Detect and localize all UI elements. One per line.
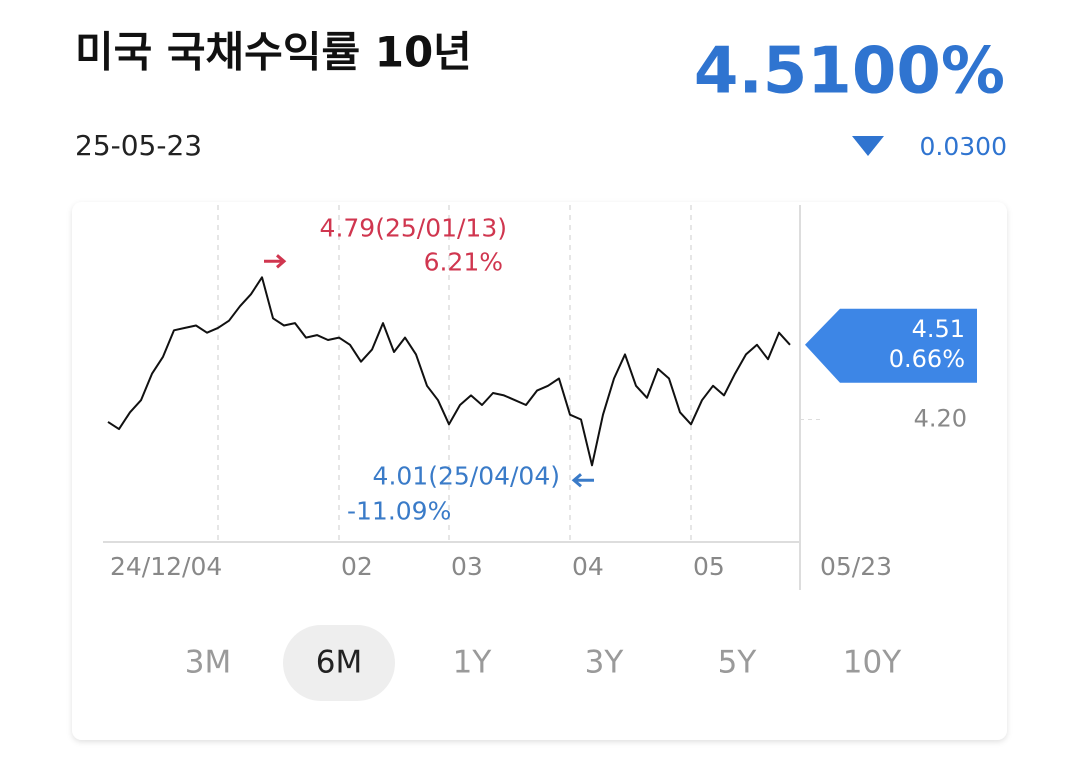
down-triangle: [852, 136, 884, 156]
low-change: -11.09%: [347, 496, 451, 525]
range-tab[interactable]: 6M: [316, 645, 362, 681]
range-tab[interactable]: 3Y: [585, 645, 624, 681]
high-change: 6.21%: [424, 247, 503, 276]
x-tick-label: 05: [693, 552, 725, 581]
range-tab[interactable]: 10Y: [843, 645, 901, 681]
x-tick-label: 02: [341, 552, 373, 581]
selected-tab: [283, 625, 395, 701]
x-tick-label: 03: [451, 552, 483, 581]
title: 미국 국채수익률 10년: [75, 28, 472, 77]
x-tick-label: 05/23: [820, 552, 892, 581]
price-line: [107, 276, 791, 467]
high-label: 4.79(25/01/13): [320, 213, 507, 242]
chart: 4.20 24/12/04 02 03 04 05 05/23 4.79(25/01/13) 6…: [107, 205, 977, 581]
high-arrow: [264, 254, 287, 269]
y-tick-label: 4.20: [914, 404, 967, 432]
range-tab[interactable]: 3M: [185, 645, 231, 681]
last-change: 0.66%: [889, 345, 965, 373]
low-label: 4.01(25/04/04): [373, 461, 560, 490]
last-value: 4.51: [912, 315, 965, 343]
price: 4.5100%: [694, 35, 1005, 109]
last-badge: [805, 308, 977, 383]
change: 0.0300: [920, 132, 1007, 161]
x-tick-label: 24/12/04: [110, 552, 222, 581]
range-tab[interactable]: 1Y: [453, 645, 492, 681]
x-tick-label: 04: [572, 552, 604, 581]
date: 25-05-23: [75, 129, 202, 162]
range-tab[interactable]: 5Y: [718, 645, 757, 681]
tabs: 3M 6M 1Y 3Y 5Y 10Y: [185, 645, 901, 681]
low-arrow: [571, 473, 594, 488]
